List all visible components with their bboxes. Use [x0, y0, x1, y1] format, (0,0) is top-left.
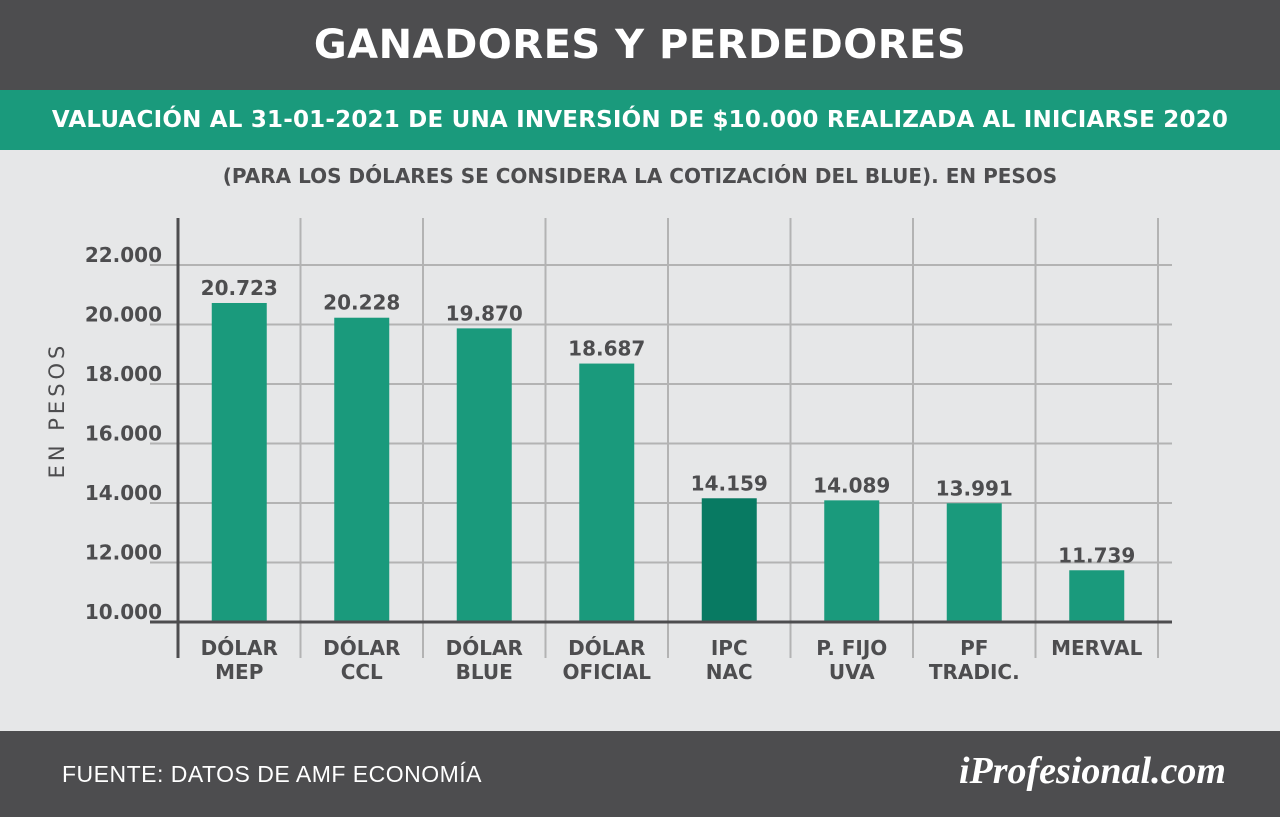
bar [946, 503, 1002, 622]
source-text: FUENTE: DATOS DE AMF ECONOMÍA [62, 761, 483, 787]
bar [456, 328, 512, 622]
bar-value-label: 13.991 [936, 476, 1013, 500]
bar-value-label: 19.870 [446, 301, 523, 325]
bar [211, 302, 267, 622]
x-tick-label: PF [960, 636, 988, 660]
chart-note: (PARA LOS DÓLARES SE CONSIDERA LA COTIZA… [222, 164, 1058, 188]
x-tick-label: UVA [829, 660, 875, 684]
x-tick-label: DÓLAR [446, 636, 523, 660]
x-tick-label: TRADIC. [929, 660, 1020, 684]
bar-value-label: 20.723 [201, 276, 278, 300]
x-tick-label: DÓLAR [323, 636, 400, 660]
x-tick-label: NAC [706, 660, 753, 684]
x-tick-label: CCL [341, 660, 383, 684]
bar [824, 500, 880, 622]
bar [334, 317, 390, 622]
x-tick-label: DÓLAR [201, 636, 278, 660]
y-tick-label: 12.000 [85, 541, 162, 565]
bar-value-label: 20.228 [323, 291, 400, 315]
x-tick-label: MEP [215, 660, 263, 684]
y-tick-label: 14.000 [85, 481, 162, 505]
bar-value-label: 18.687 [568, 337, 645, 361]
y-tick-label: 20.000 [85, 303, 162, 327]
chart-subtitle: VALUACIÓN AL 31-01-2021 DE UNA INVERSIÓN… [0, 90, 1280, 150]
bar [579, 363, 635, 622]
bar [701, 498, 757, 622]
chart-title: GANADORES Y PERDEDORES [0, 0, 1280, 90]
y-tick-label: 16.000 [85, 422, 162, 446]
bar-value-label: 14.089 [813, 473, 890, 497]
bar-chart: 10.000 12.000 14.000 16.000 18.000 20.000 22.0… [45, 218, 1172, 684]
x-tick-label: MERVAL [1051, 636, 1143, 660]
bar-value-label: 11.739 [1058, 543, 1135, 567]
y-tick-label: 10.000 [85, 600, 162, 624]
x-tick-label: BLUE [456, 660, 513, 684]
footer: FUENTE: DATOS DE AMF ECONOMÍA iProfesion… [0, 731, 1280, 817]
x-tick-label: DÓLAR [568, 636, 645, 660]
x-tick-label: P. FIJO [816, 636, 887, 660]
y-tick-label: 22.000 [85, 243, 162, 267]
x-tick-label: OFICIAL [563, 660, 652, 684]
bar [1069, 570, 1125, 622]
y-tick-label: 18.000 [85, 362, 162, 386]
x-tick-label: IPC [711, 636, 748, 660]
bar-value-label: 14.159 [691, 471, 768, 495]
y-axis-label: EN PESOS [45, 342, 69, 479]
brand-logo: iProfesional.com [958, 750, 1226, 792]
